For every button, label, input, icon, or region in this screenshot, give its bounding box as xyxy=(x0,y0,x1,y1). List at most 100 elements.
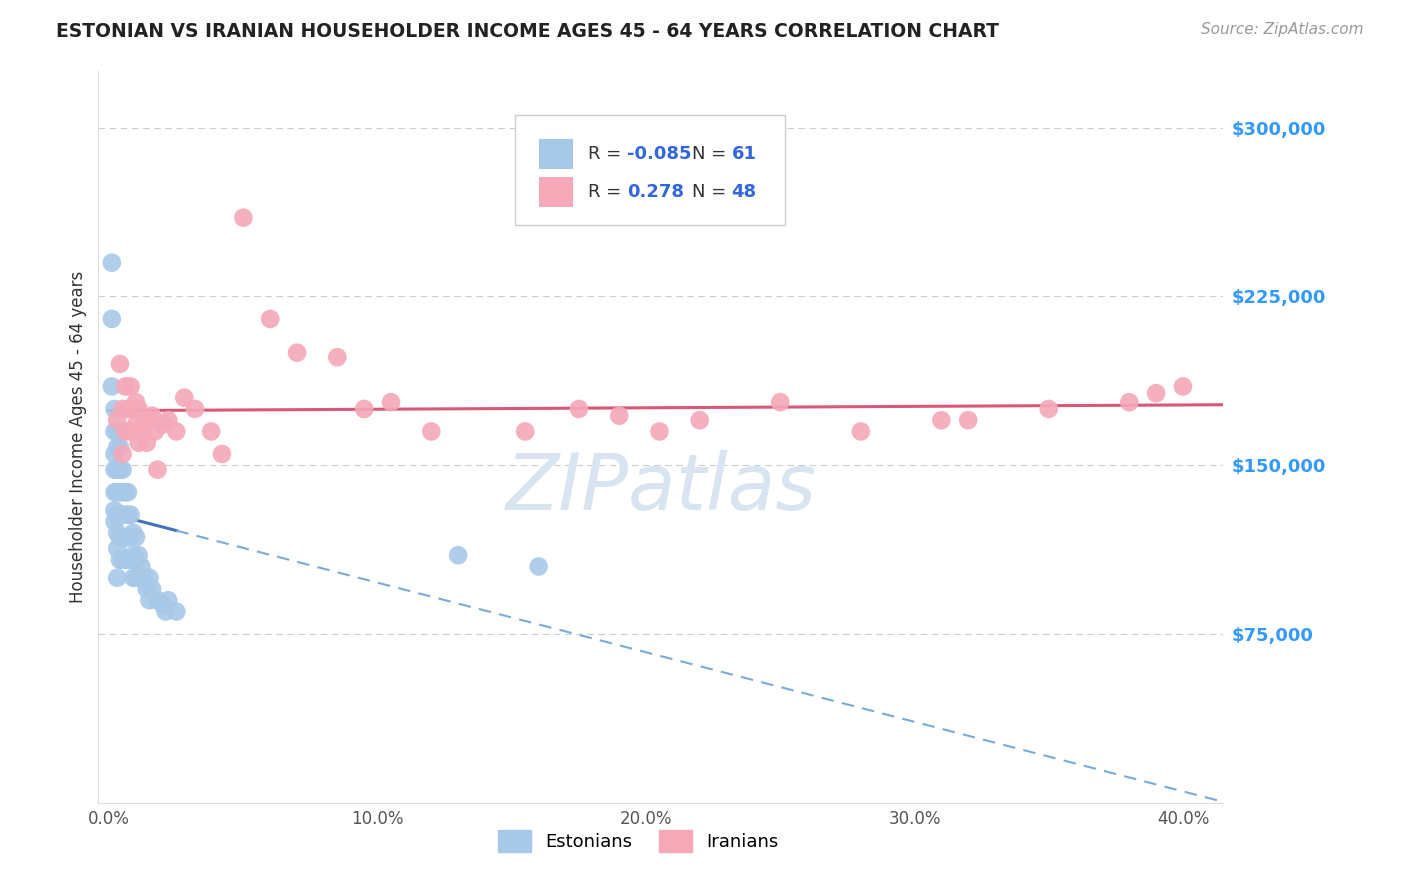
Point xyxy=(114,530,136,544)
Text: 0.278: 0.278 xyxy=(627,183,685,201)
Point xyxy=(114,508,136,522)
Point xyxy=(420,425,443,439)
Point xyxy=(114,553,136,567)
Point xyxy=(131,425,153,439)
Point xyxy=(114,379,136,393)
Point xyxy=(117,530,139,544)
Point xyxy=(120,530,142,544)
Point xyxy=(108,357,131,371)
Point xyxy=(105,413,128,427)
Point xyxy=(138,413,160,427)
Point xyxy=(769,395,792,409)
Point xyxy=(120,425,142,439)
Point xyxy=(184,401,207,416)
Point xyxy=(135,435,157,450)
Point xyxy=(105,508,128,522)
Point xyxy=(173,391,195,405)
Point xyxy=(108,463,131,477)
Point xyxy=(101,255,124,269)
Point xyxy=(165,605,187,619)
Point xyxy=(326,350,349,364)
Point xyxy=(111,485,134,500)
Point xyxy=(515,425,537,439)
Point xyxy=(117,553,139,567)
Text: -0.085: -0.085 xyxy=(627,145,692,163)
Point xyxy=(122,548,145,562)
Point xyxy=(200,425,222,439)
Point xyxy=(120,553,142,567)
Point xyxy=(152,598,174,612)
Point xyxy=(849,425,872,439)
Point xyxy=(103,485,125,500)
Point xyxy=(103,463,125,477)
Point xyxy=(353,401,375,416)
Point xyxy=(380,395,402,409)
Point xyxy=(122,571,145,585)
Point xyxy=(132,417,155,432)
Point xyxy=(111,553,134,567)
Point xyxy=(1171,379,1194,393)
Point xyxy=(105,525,128,540)
Point xyxy=(146,593,169,607)
Text: 61: 61 xyxy=(731,145,756,163)
Point xyxy=(117,485,139,500)
Point xyxy=(141,409,163,423)
Point xyxy=(125,571,148,585)
Point xyxy=(122,401,145,416)
Point xyxy=(111,401,134,416)
Point xyxy=(152,417,174,432)
Text: ESTONIAN VS IRANIAN HOUSEHOLDER INCOME AGES 45 - 64 YEARS CORRELATION CHART: ESTONIAN VS IRANIAN HOUSEHOLDER INCOME A… xyxy=(56,22,1000,41)
Point xyxy=(108,553,131,567)
Point xyxy=(111,447,134,461)
Text: ZIPatlas: ZIPatlas xyxy=(505,450,817,526)
Point xyxy=(607,409,630,423)
Point xyxy=(128,401,150,416)
Point xyxy=(114,485,136,500)
Point xyxy=(143,425,166,439)
Point xyxy=(111,508,134,522)
FancyBboxPatch shape xyxy=(515,115,785,225)
Point xyxy=(111,463,134,477)
Text: Source: ZipAtlas.com: Source: ZipAtlas.com xyxy=(1201,22,1364,37)
Text: 48: 48 xyxy=(731,183,756,201)
Point xyxy=(689,413,711,427)
Point xyxy=(128,435,150,450)
Point xyxy=(105,541,128,556)
Point xyxy=(125,553,148,567)
Point xyxy=(103,401,125,416)
Point xyxy=(105,425,128,439)
Point xyxy=(125,417,148,432)
Point xyxy=(108,440,131,454)
Point xyxy=(103,515,125,529)
Point xyxy=(132,571,155,585)
Point xyxy=(105,571,128,585)
Point xyxy=(105,440,128,454)
Point xyxy=(108,485,131,500)
Point xyxy=(101,312,124,326)
Point xyxy=(103,425,125,439)
Point xyxy=(157,593,180,607)
Point xyxy=(128,548,150,562)
Point xyxy=(527,559,550,574)
Point xyxy=(568,401,591,416)
Text: R =: R = xyxy=(588,145,627,163)
Point xyxy=(1144,386,1167,401)
Point xyxy=(648,425,671,439)
Point xyxy=(101,379,124,393)
Point xyxy=(138,571,160,585)
Point xyxy=(108,508,131,522)
Point xyxy=(128,571,150,585)
Legend: Estonians, Iranians: Estonians, Iranians xyxy=(491,823,786,860)
Point xyxy=(141,582,163,596)
Point xyxy=(138,593,160,607)
Point xyxy=(232,211,254,225)
Point xyxy=(211,447,233,461)
Text: N =: N = xyxy=(692,183,733,201)
Point xyxy=(131,559,153,574)
Point xyxy=(117,401,139,416)
Point xyxy=(105,485,128,500)
Point xyxy=(957,413,980,427)
FancyBboxPatch shape xyxy=(540,177,574,208)
Point xyxy=(1038,401,1060,416)
Point xyxy=(103,447,125,461)
